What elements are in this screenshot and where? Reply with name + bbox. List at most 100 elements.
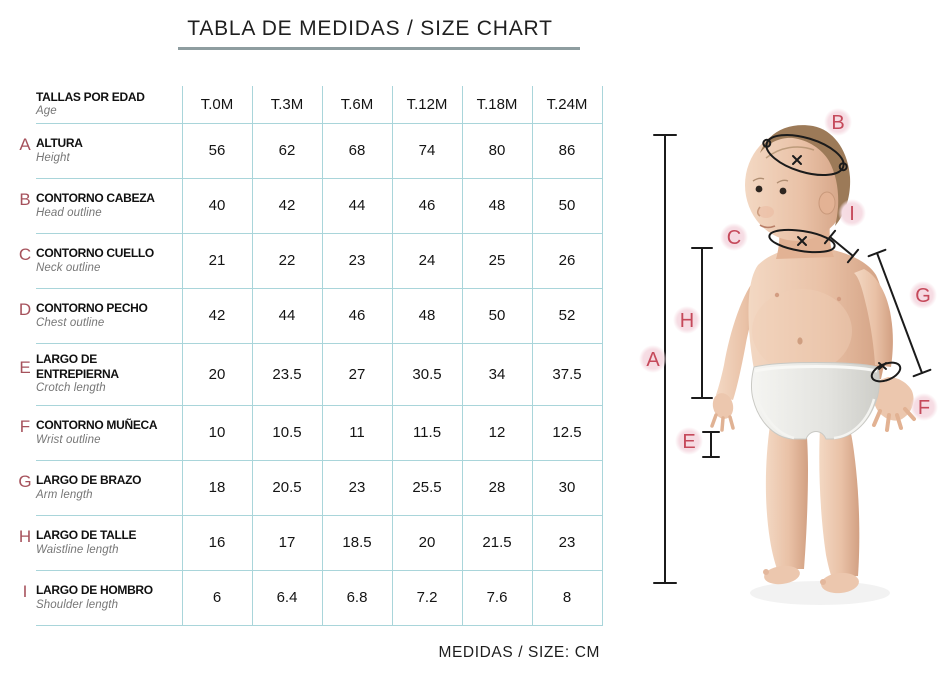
row-label-en: Chest outline [36, 316, 105, 329]
row-label-cell: CONTORNO CABEZA Head outline [36, 178, 183, 234]
size-value-cell: 86 [532, 123, 603, 179]
size-value-cell: 10 [182, 405, 253, 461]
size-value-cell: 10.5 [252, 405, 323, 461]
row-letter: I [22, 581, 28, 601]
table-header-row: TALLAS POR EDAD Age T.0M T.3M T.6M T.12M… [14, 86, 603, 124]
marker-letter: H [680, 310, 694, 332]
row-label-cell: LARGO DE HOMBRO Shoulder length [36, 570, 183, 626]
size-value-cell: 21 [182, 233, 253, 289]
neck-outline-band [768, 228, 836, 254]
row-letter: C [18, 244, 32, 264]
row-letter: B [19, 189, 31, 209]
size-table: TALLAS POR EDAD Age T.0M T.3M T.6M T.12M… [14, 86, 603, 626]
row-letter: F [19, 416, 31, 436]
row-label-en: Crotch length [36, 382, 106, 395]
table-row: C CONTORNO CUELLO Neck outline 21 22 23 … [14, 233, 603, 289]
row-letter: H [18, 526, 32, 546]
table-row: F CONTORNO MUÑECA Wrist outline 10 10.5 … [14, 405, 603, 461]
size-value-cell: 52 [532, 288, 603, 344]
size-value-cell: 30.5 [392, 343, 463, 406]
row-label-es: CONTORNO PECHO [36, 301, 148, 316]
row-label-en: Arm length [36, 488, 93, 501]
size-value-cell: 20 [392, 515, 463, 571]
size-value-cell: 62 [252, 123, 323, 179]
size-value-cell: 23.5 [252, 343, 323, 406]
size-value-cell: 48 [462, 178, 533, 234]
row-letter: D [18, 299, 32, 319]
size-value-cell: 48 [392, 288, 463, 344]
row-label-cell: LARGO DE ENTREPIERNA Crotch length [36, 343, 183, 406]
size-value-cell: 44 [252, 288, 323, 344]
size-value-cell: 42 [252, 178, 323, 234]
table-row: H LARGO DE TALLE Waistline length 16 17 … [14, 515, 603, 571]
row-label-en: Waistline length [36, 543, 119, 556]
row-label-en: Neck outline [36, 261, 101, 274]
row-label-en: Shoulder length [36, 598, 119, 611]
size-value-cell: 25 [462, 233, 533, 289]
size-value-cell: 11.5 [392, 405, 463, 461]
size-value-cell: 18 [182, 460, 253, 516]
marker-neck-c: C [720, 223, 748, 251]
size-value-cell: 21.5 [462, 515, 533, 571]
size-value-cell: 46 [392, 178, 463, 234]
row-header-en: Age [36, 105, 57, 118]
marker-head-b: B [824, 108, 852, 136]
column-header-t24m: T.24M [532, 86, 603, 124]
size-value-cell: 30 [532, 460, 603, 516]
marker-letter: E [682, 431, 695, 453]
size-value-cell: 74 [392, 123, 463, 179]
size-value-cell: 18.5 [322, 515, 393, 571]
size-value-cell: 7.2 [392, 570, 463, 626]
marker-shoulder-i: I [838, 199, 866, 227]
size-value-cell: 6.4 [252, 570, 323, 626]
size-value-cell: 26 [532, 233, 603, 289]
shoulder-measure-line [823, 229, 860, 264]
marker-letter: I [849, 203, 855, 225]
row-label-es: LARGO DE TALLE [36, 528, 137, 543]
size-value-cell: 16 [182, 515, 253, 571]
table-row: G LARGO DE BRAZO Arm length 18 20.5 23 2… [14, 460, 603, 516]
table-row: I LARGO DE HOMBRO Shoulder length 6 6.4 … [14, 570, 603, 626]
column-header-t3m: T.3M [252, 86, 323, 124]
marker-arm-g: G [909, 281, 937, 309]
row-label-es: CONTORNO CUELLO [36, 246, 154, 261]
row-label-cell: CONTORNO CUELLO Neck outline [36, 233, 183, 289]
units-note: MEDIDAS / SIZE: CM [438, 644, 600, 661]
row-label-en: Head outline [36, 206, 102, 219]
column-header-t6m: T.6M [322, 86, 393, 124]
marker-waist-h: H [673, 306, 701, 334]
marker-crotch-e: E [675, 427, 703, 455]
row-label-en: Height [36, 151, 70, 164]
marker-wrist-f: F [910, 393, 938, 421]
row-label-cell: CONTORNO PECHO Chest outline [36, 288, 183, 344]
size-value-cell: 23 [532, 515, 603, 571]
table-row: E LARGO DE ENTREPIERNA Crotch length 20 … [14, 343, 603, 406]
column-header-t0m: T.0M [182, 86, 253, 124]
size-value-cell: 20 [182, 343, 253, 406]
size-value-cell: 50 [462, 288, 533, 344]
marker-letter: G [915, 285, 931, 307]
size-value-cell: 12 [462, 405, 533, 461]
row-label-en: Wrist outline [36, 433, 101, 446]
row-label-es: ALTURA [36, 136, 83, 151]
marker-letter: B [831, 112, 844, 134]
size-value-cell: 42 [182, 288, 253, 344]
row-label-cell: LARGO DE TALLE Waistline length [36, 515, 183, 571]
column-header-t12m: T.12M [392, 86, 463, 124]
size-value-cell: 23 [322, 460, 393, 516]
size-value-cell: 8 [532, 570, 603, 626]
row-label-es: CONTORNO CABEZA [36, 191, 155, 206]
size-value-cell: 17 [252, 515, 323, 571]
page-title: TABLA DE MEDIDAS / SIZE CHART [187, 17, 553, 40]
size-value-cell: 22 [252, 233, 323, 289]
table-row: A ALTURA Height 56 62 68 74 80 86 [14, 123, 603, 179]
row-label-es: CONTORNO MUÑECA [36, 418, 158, 433]
size-value-cell: 7.6 [462, 570, 533, 626]
marker-letter: A [646, 349, 660, 371]
marker-letter: C [727, 227, 741, 249]
size-value-cell: 6.8 [322, 570, 393, 626]
row-header-cell: TALLAS POR EDAD Age [36, 86, 183, 124]
row-label-es: LARGO DE HOMBRO [36, 583, 153, 598]
crotch-measure-line [702, 431, 720, 458]
